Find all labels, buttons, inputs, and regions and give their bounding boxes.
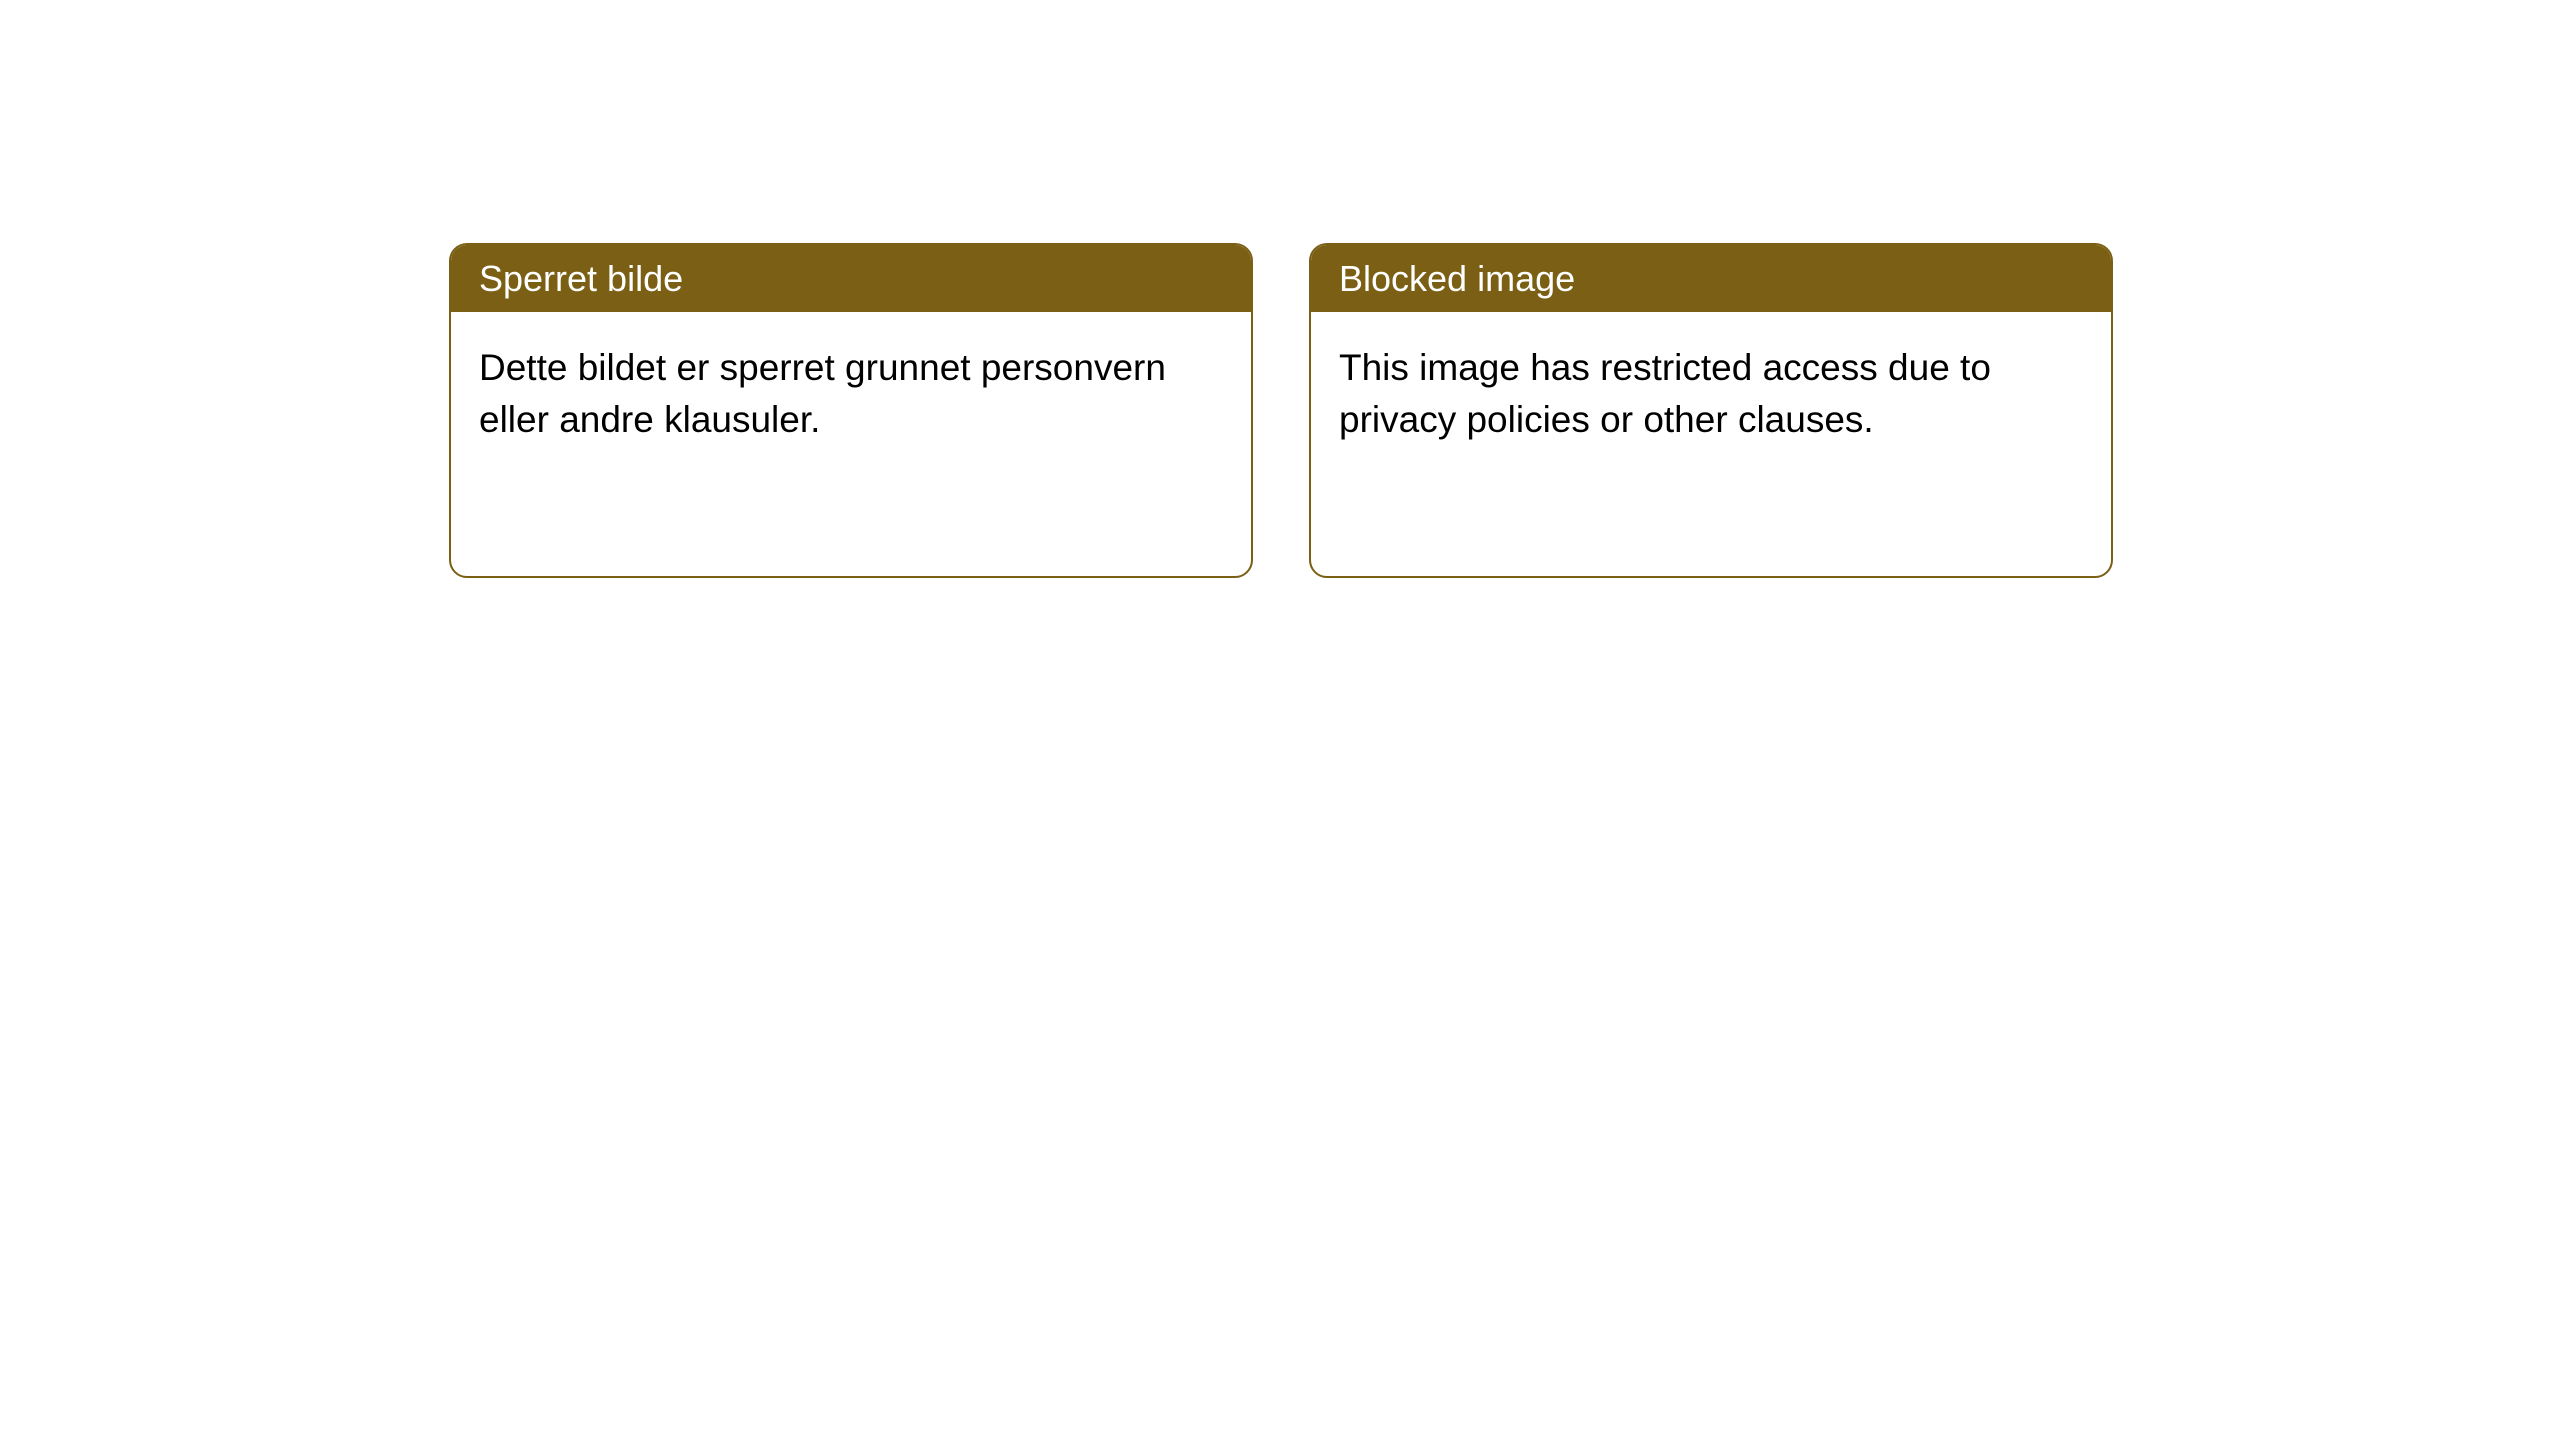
- notice-container: Sperret bilde Dette bildet er sperret gr…: [449, 243, 2113, 578]
- notice-body: Dette bildet er sperret grunnet personve…: [451, 312, 1251, 476]
- notice-card-norwegian: Sperret bilde Dette bildet er sperret gr…: [449, 243, 1253, 578]
- notice-header: Sperret bilde: [451, 245, 1251, 312]
- notice-card-english: Blocked image This image has restricted …: [1309, 243, 2113, 578]
- notice-header: Blocked image: [1311, 245, 2111, 312]
- notice-body: This image has restricted access due to …: [1311, 312, 2111, 476]
